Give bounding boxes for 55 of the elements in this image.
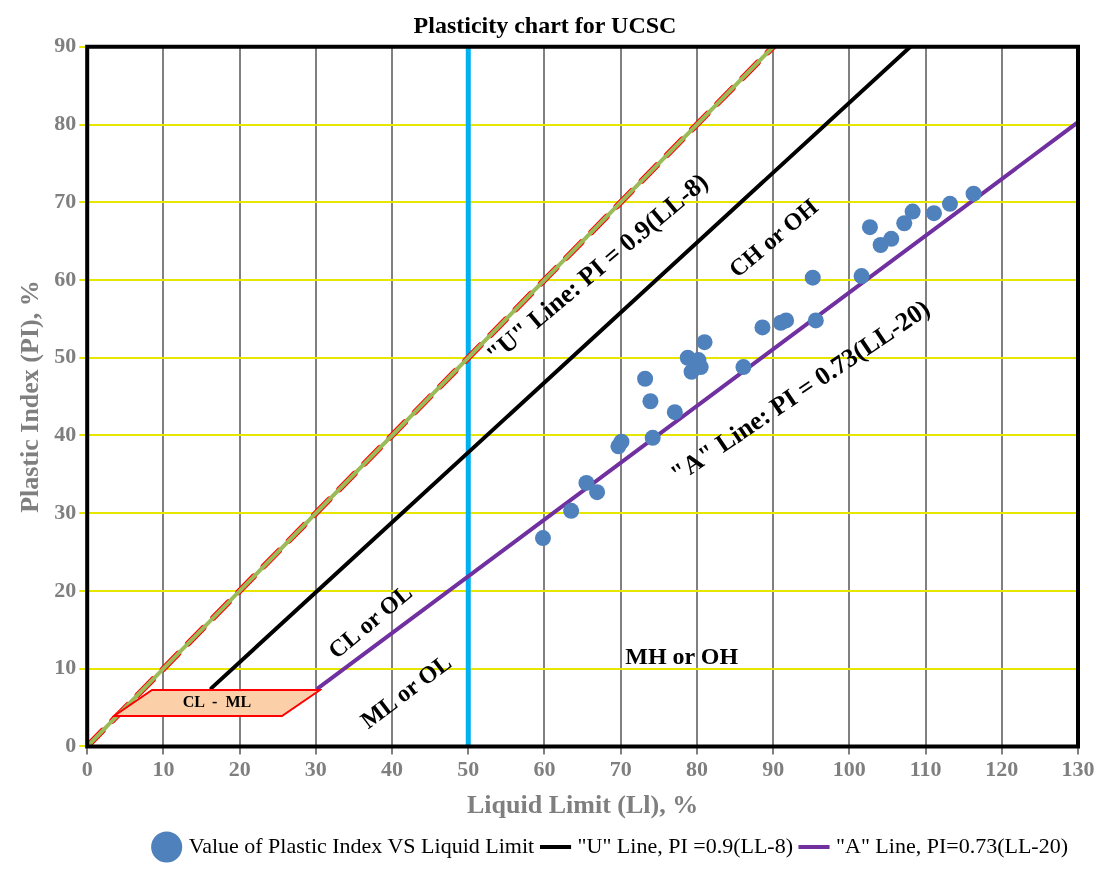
y-tick-label: 20	[54, 576, 77, 602]
x-tick-label: 80	[685, 756, 708, 782]
x-tick-label: 110	[909, 756, 942, 782]
point	[896, 215, 913, 232]
x-tick-label: 90	[762, 756, 785, 782]
point	[853, 268, 870, 285]
y-tick-label: 50	[54, 343, 77, 369]
x-tick-label: 60	[533, 756, 556, 782]
annotation: MH or OH	[625, 643, 739, 670]
annotation: CH or OH	[723, 193, 824, 283]
y-tick-label: 30	[54, 498, 77, 524]
point	[644, 429, 661, 446]
x-tick-label: 10	[152, 756, 175, 782]
point	[578, 474, 595, 491]
point	[735, 359, 752, 376]
x-axis-title: Liquid Limit (Ll), %	[467, 790, 699, 820]
x-tick-label: 120	[985, 756, 1019, 782]
y-tick-label: 70	[54, 187, 77, 213]
chart-title: Plasticity chart for UCSC	[413, 11, 677, 38]
legend-label: "A" Line, PI=0.73(LL-20)	[836, 832, 1069, 858]
point	[637, 370, 654, 387]
point	[642, 393, 659, 410]
point	[534, 530, 551, 547]
point	[613, 433, 630, 450]
x-tick-label: 20	[228, 756, 251, 782]
annotation: CL - ML	[181, 692, 253, 711]
y-tick-label: 80	[54, 110, 77, 136]
point	[696, 334, 713, 351]
y-axis-title: Plastic Index (PI), %	[15, 280, 45, 513]
point	[925, 205, 942, 222]
point	[904, 203, 921, 220]
legend-label: Value of Plastic Index VS Liquid Limit	[188, 832, 535, 858]
point	[563, 502, 580, 519]
y-tick-label: 90	[54, 32, 77, 58]
point	[589, 484, 606, 501]
legend-label: "U" Line, PI =0.9(LL-8)	[577, 832, 794, 858]
point	[965, 185, 982, 202]
y-tick-label: 60	[54, 265, 77, 291]
x-tick-label: 70	[609, 756, 632, 782]
point	[883, 230, 900, 247]
x-tick-label: 30	[304, 756, 327, 782]
x-tick-label: 40	[381, 756, 404, 782]
point	[804, 269, 821, 286]
x-tick-label: 100	[832, 756, 866, 782]
x-tick-label: 50	[457, 756, 480, 782]
y-tick-label: 10	[54, 654, 77, 680]
point	[861, 219, 878, 236]
y-tick-label: 40	[54, 421, 77, 447]
y-tick-label: 0	[65, 732, 77, 758]
point	[778, 312, 795, 329]
point	[666, 404, 683, 421]
point	[941, 195, 958, 212]
x-tick-label: 130	[1061, 756, 1095, 782]
point	[754, 319, 771, 336]
x-tick-label: 0	[81, 756, 93, 782]
